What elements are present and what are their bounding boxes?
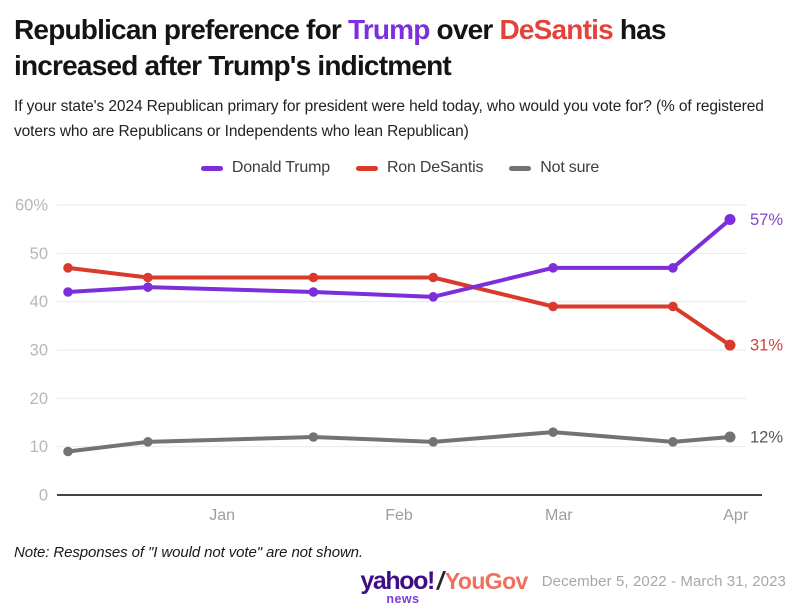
data-point-donald-trump (63, 287, 73, 297)
legend-label: Not sure (540, 159, 600, 176)
legend-swatch (355, 165, 378, 171)
data-point-not-sure (63, 446, 73, 457)
title-part-pre: Republican preference for (14, 14, 348, 45)
title-trump: Trump (347, 14, 430, 45)
data-point-not-sure (428, 437, 439, 447)
legend-item-ron-desantis: Ron DeSantis (355, 159, 484, 177)
series-line-donald-trump (66, 217, 732, 299)
legend: Donald Trump Ron DeSantis Not sure (0, 157, 800, 179)
page-title: Republican preference for Trump over DeS… (14, 12, 786, 84)
legend-label: Ron DeSantis (386, 159, 484, 176)
data-point-not-sure (308, 432, 319, 442)
y-tick-label-60: 60% (15, 197, 48, 215)
legend-swatch (509, 165, 532, 171)
end-label-ron-desantis: 31% (750, 337, 783, 355)
data-point-not-sure (668, 437, 678, 447)
end-label-donald-trump: 57% (750, 211, 783, 229)
y-tick-label-10: 10 (30, 438, 48, 456)
data-point-ron-desantis (668, 301, 678, 312)
footnote: Note: Responses of "I would not vote" ar… (14, 544, 363, 561)
end-label-not-sure: 12% (750, 429, 783, 447)
data-point-not-sure (724, 431, 736, 443)
legend-label: Donald Trump (231, 159, 330, 176)
data-point-ron-desantis (143, 272, 153, 283)
data-point-ron-desantis (428, 272, 439, 283)
line-chart-svg: 0 10 20 30 40 50 60% Jan Feb Mar Apr 12% 31% 57% (15, 197, 783, 525)
data-point-donald-trump (548, 263, 558, 273)
data-point-ron-desantis (63, 263, 73, 273)
yahoo-news-label: news (386, 592, 420, 606)
series-line-not-sure (66, 430, 732, 454)
title-desantis: DeSantis (499, 14, 613, 45)
title-part-mid: over (429, 14, 500, 45)
data-point-ron-desantis (548, 301, 558, 312)
data-point-not-sure (548, 427, 558, 437)
x-tick-label-mar: Mar (545, 507, 573, 524)
chart-card: Republican preference for Trump over DeS… (0, 12, 800, 616)
data-point-donald-trump (428, 292, 439, 302)
data-point-donald-trump (724, 214, 736, 225)
line-chart: 0 10 20 30 40 50 60% Jan Feb Mar Apr 12% 31% 57% (0, 189, 800, 544)
y-tick-label-0: 0 (39, 487, 48, 505)
logo-slash: / (436, 567, 444, 595)
yahoo-news-yougov-logo: yahoo! news / YouGov (360, 567, 528, 608)
data-point-not-sure (143, 437, 153, 447)
legend-item-not-sure: Not sure (509, 159, 599, 177)
series-line-ron-desantis (66, 265, 732, 348)
data-point-donald-trump (668, 263, 678, 273)
x-tick-label-apr: Apr (723, 507, 749, 524)
footer: yahoo! news / YouGov December 5, 2022 - … (360, 569, 786, 608)
data-point-ron-desantis (724, 339, 736, 351)
data-point-donald-trump (308, 287, 319, 297)
data-point-ron-desantis (308, 272, 319, 283)
legend-swatch (200, 165, 223, 171)
legend-item-donald-trump: Donald Trump (200, 159, 330, 177)
y-tick-label-20: 20 (30, 390, 48, 408)
date-range: December 5, 2022 - March 31, 2023 (541, 573, 786, 590)
data-point-donald-trump (143, 282, 153, 292)
y-tick-label-50: 50 (30, 245, 48, 263)
title-part-post: has increased after Trump's indictment (14, 14, 666, 81)
y-tick-label-40: 40 (30, 293, 48, 311)
x-tick-label-feb: Feb (385, 507, 413, 524)
y-tick-label-30: 30 (30, 342, 48, 360)
yahoo-logo: yahoo! (360, 567, 435, 595)
x-tick-label-jan: Jan (209, 507, 235, 524)
yougov-logo: YouGov (444, 568, 528, 594)
subtitle: If your state's 2024 Republican primary … (14, 98, 764, 140)
